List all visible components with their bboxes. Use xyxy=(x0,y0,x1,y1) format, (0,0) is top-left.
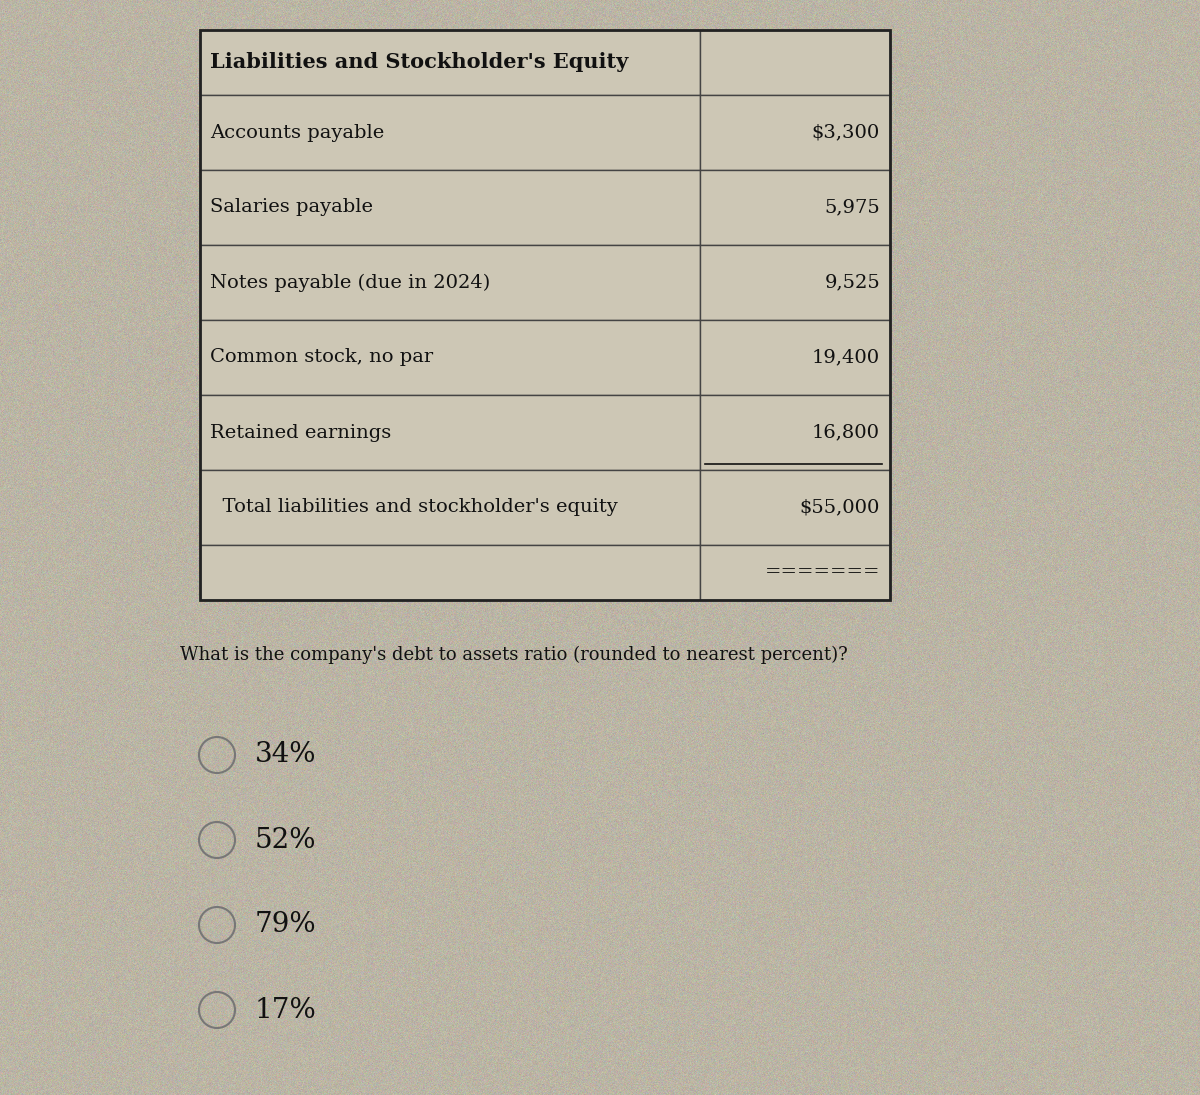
Bar xyxy=(700,30,890,95)
Bar xyxy=(700,395,890,470)
Text: $3,300: $3,300 xyxy=(811,124,880,141)
Text: Salaries payable: Salaries payable xyxy=(210,198,373,217)
Bar xyxy=(200,95,700,170)
Text: Liabilities and Stockholder's Equity: Liabilities and Stockholder's Equity xyxy=(210,53,629,72)
Text: 16,800: 16,800 xyxy=(812,424,880,441)
Text: 17%: 17% xyxy=(256,996,317,1024)
Bar xyxy=(200,245,700,320)
Text: 9,525: 9,525 xyxy=(824,274,880,291)
Bar xyxy=(700,470,890,545)
Bar xyxy=(700,545,890,600)
Bar xyxy=(200,545,700,600)
Text: Total liabilities and stockholder's equity: Total liabilities and stockholder's equi… xyxy=(210,498,618,517)
Bar xyxy=(700,170,890,245)
Text: 52%: 52% xyxy=(256,827,317,853)
Text: Notes payable (due in 2024): Notes payable (due in 2024) xyxy=(210,274,491,291)
Bar xyxy=(700,95,890,170)
Bar xyxy=(200,170,700,245)
Text: Retained earnings: Retained earnings xyxy=(210,424,391,441)
Bar xyxy=(200,320,700,395)
Bar xyxy=(700,245,890,320)
Bar xyxy=(200,30,890,600)
Text: 34%: 34% xyxy=(256,741,317,769)
Bar xyxy=(200,470,700,545)
Text: $55,000: $55,000 xyxy=(799,498,880,517)
Text: 79%: 79% xyxy=(256,911,317,938)
Text: 19,400: 19,400 xyxy=(812,348,880,367)
Text: Common stock, no par: Common stock, no par xyxy=(210,348,433,367)
Text: Accounts payable: Accounts payable xyxy=(210,124,384,141)
Text: =======: ======= xyxy=(764,564,880,581)
Bar xyxy=(200,395,700,470)
Bar xyxy=(200,30,700,95)
Text: 5,975: 5,975 xyxy=(824,198,880,217)
Text: What is the company's debt to assets ratio (rounded to nearest percent)?: What is the company's debt to assets rat… xyxy=(180,646,847,665)
Bar xyxy=(700,320,890,395)
